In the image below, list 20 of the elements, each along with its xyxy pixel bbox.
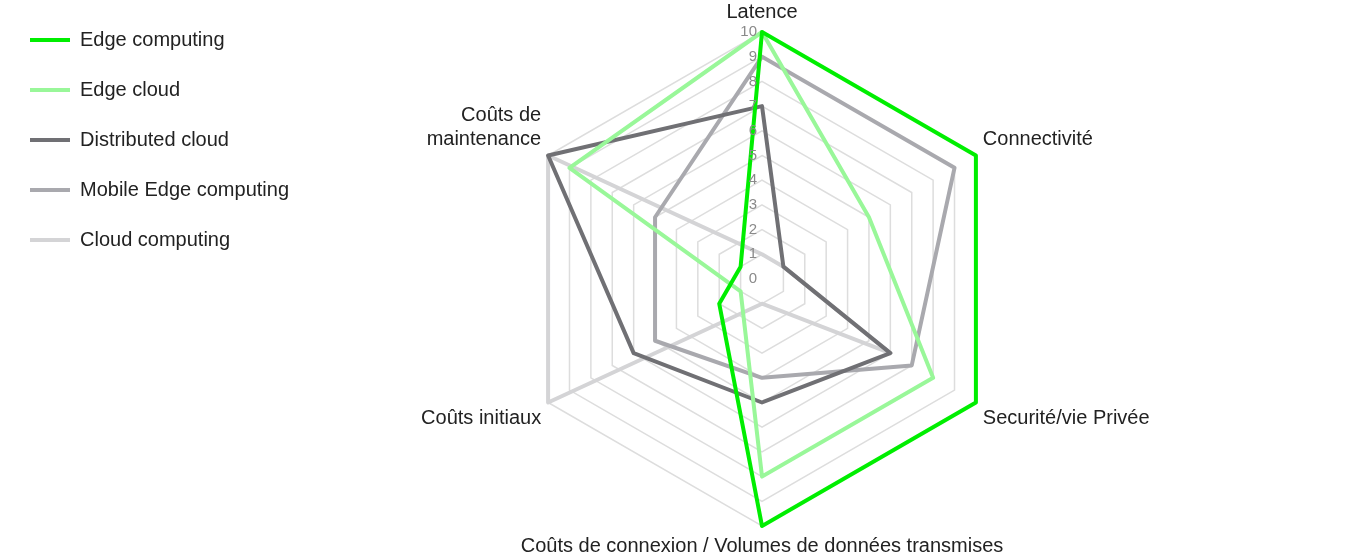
y-tick-label: 9: [748, 46, 757, 64]
y-tick-label: 7: [748, 96, 757, 114]
y-tick-label: 0: [748, 269, 757, 287]
y-tick-label: 5: [748, 145, 757, 163]
spoke-label: Coûts initiaux: [421, 406, 542, 429]
legend-label: Mobile Edge computing: [80, 177, 290, 200]
legend-label: Cloud computing: [80, 227, 231, 250]
legend-label: Distributed cloud: [80, 127, 229, 150]
legend-label: Edge cloud: [80, 77, 181, 100]
spoke-label: Latence: [726, 0, 798, 22]
y-tick-label: 2: [748, 219, 757, 237]
y-tick-label: 3: [748, 195, 757, 213]
spoke-label: Coûts de maintenance: [426, 103, 542, 150]
y-tick-label: 10: [740, 22, 757, 40]
spoke-label: Coûts de connexion / Volumes de données transmises: [520, 533, 1004, 556]
legend-label: Edge computing: [80, 27, 225, 50]
y-tick-label: 1: [748, 244, 757, 262]
spoke-label: Securité/vie Privée: [982, 406, 1150, 429]
y-tick-label: 6: [748, 120, 757, 138]
spoke-label: Connectivité: [982, 127, 1093, 150]
